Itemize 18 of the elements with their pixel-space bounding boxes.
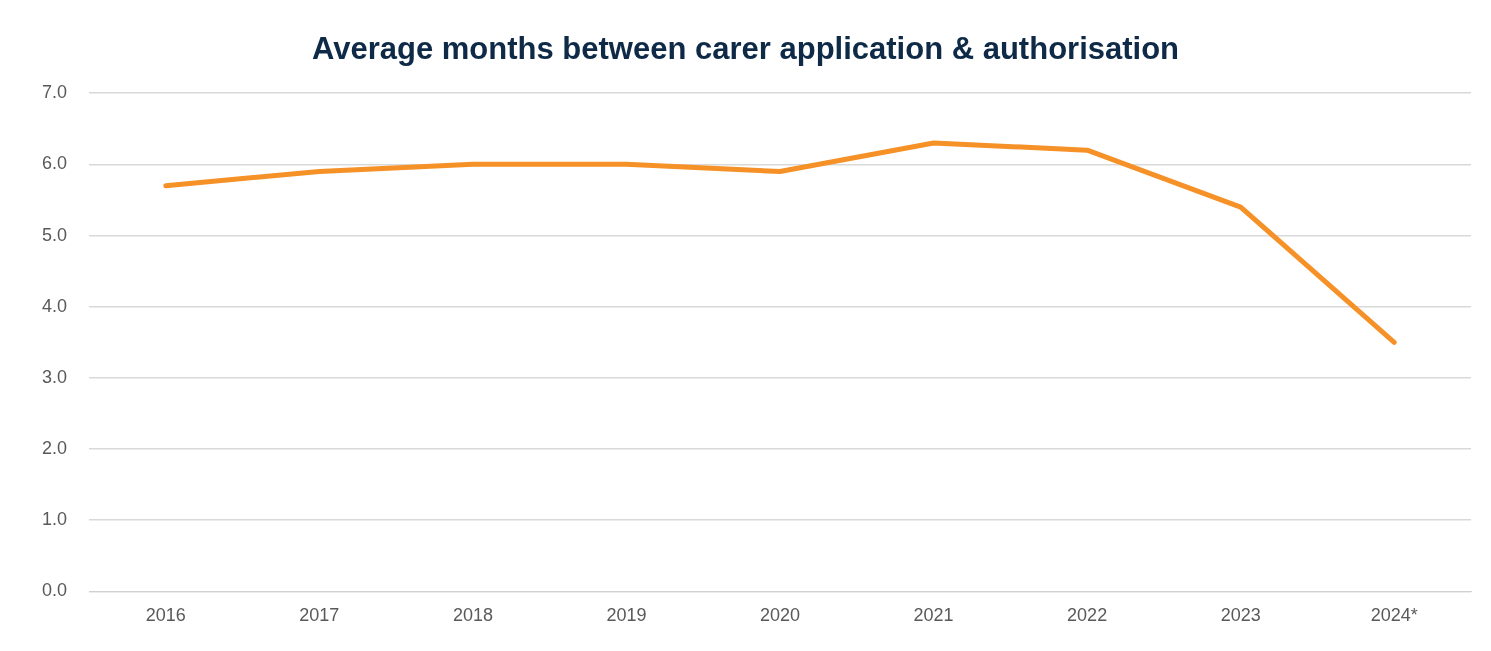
x-tick-label: 2016 (145, 605, 186, 626)
x-tick-label: 2024* (1370, 605, 1418, 626)
y-tick-label: 3.0 (41, 366, 68, 387)
y-tick-label: 1.0 (41, 509, 68, 530)
y-tick-label: 7.0 (41, 82, 68, 103)
x-tick-label: 2020 (759, 605, 801, 626)
x-tick-label: 2023 (1220, 605, 1261, 626)
y-tick-label: 6.0 (41, 153, 68, 174)
x-tick-label: 2018 (452, 605, 493, 626)
y-tick-label: 5.0 (41, 224, 68, 245)
x-tick-label: 2021 (913, 605, 954, 626)
y-tick-label: 4.0 (41, 295, 68, 316)
x-tick-label: 2017 (299, 605, 340, 626)
y-tick-label: 0.0 (41, 580, 68, 601)
x-tick-label: 2022 (1067, 605, 1108, 626)
y-tick-label: 2.0 (41, 438, 68, 459)
x-tick-label: 2019 (606, 605, 647, 626)
chart-title: Average months between carer application & authorisation (311, 31, 1180, 67)
